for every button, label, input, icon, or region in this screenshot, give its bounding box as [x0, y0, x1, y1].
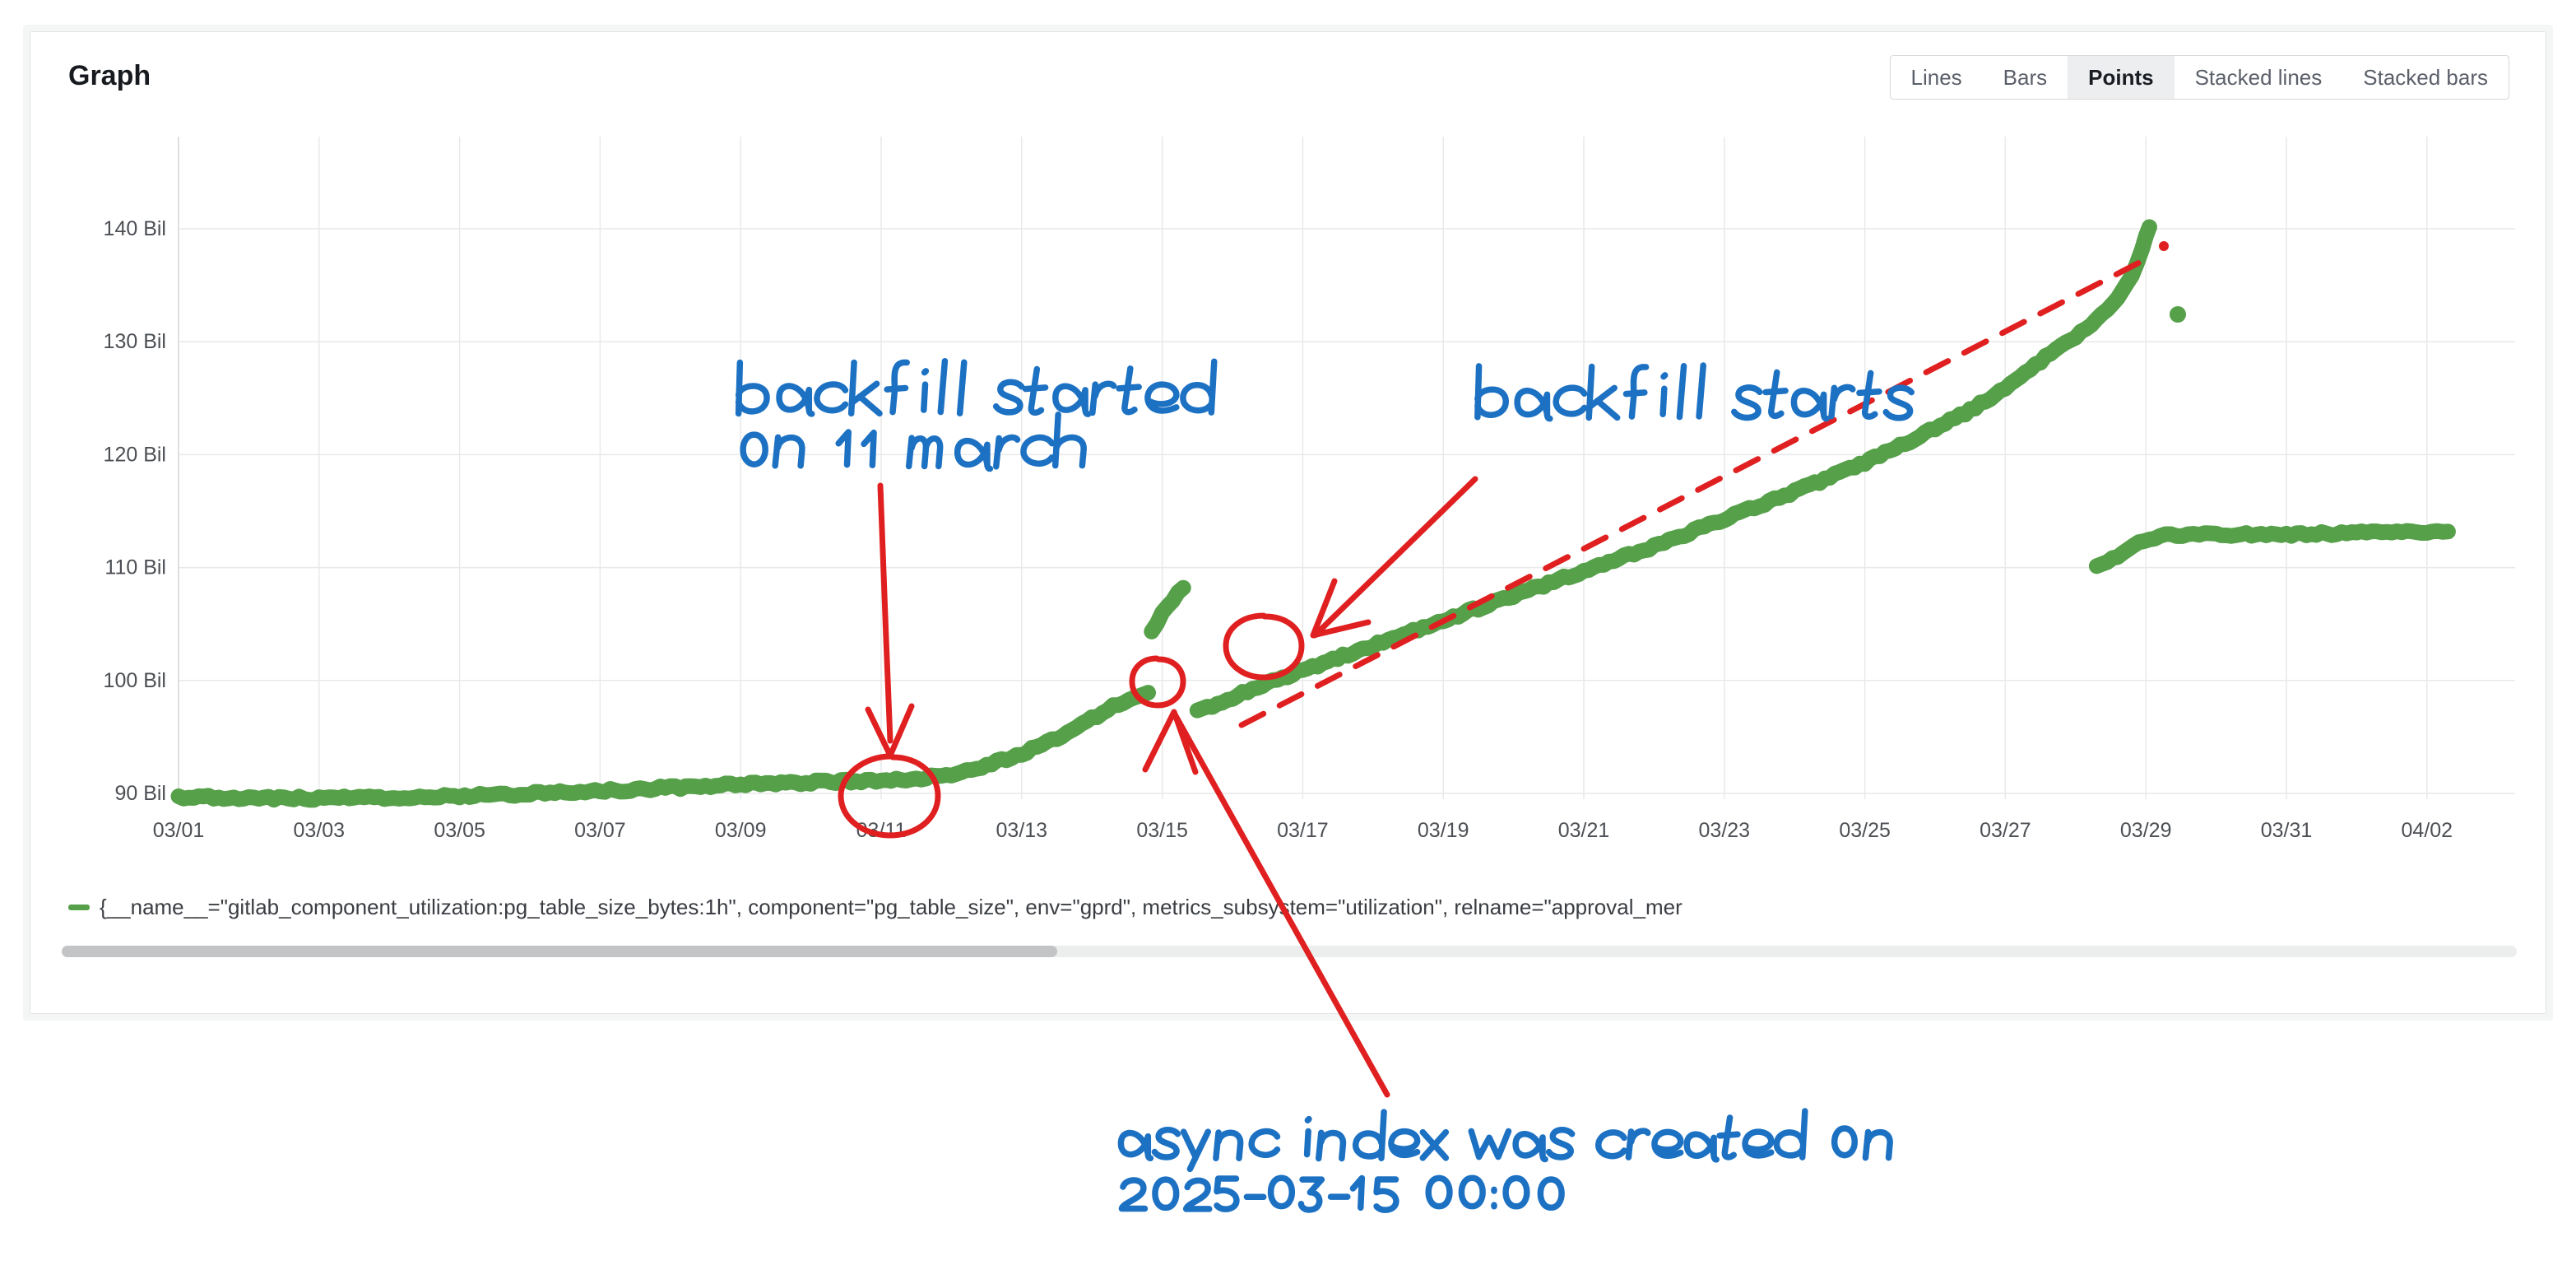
- svg-text:100 Bil: 100 Bil: [104, 669, 166, 692]
- svg-text:04/02: 04/02: [2402, 819, 2453, 842]
- svg-text:03/11: 03/11: [856, 819, 907, 842]
- svg-text:03/27: 03/27: [1980, 819, 2031, 842]
- svg-text:03/05: 03/05: [434, 819, 485, 842]
- svg-text:90 Bil: 90 Bil: [114, 782, 166, 805]
- svg-text:03/03: 03/03: [294, 819, 346, 842]
- svg-text:03/19: 03/19: [1418, 819, 1469, 842]
- svg-text:120 Bil: 120 Bil: [104, 443, 166, 466]
- svg-text:03/23: 03/23: [1699, 819, 1751, 842]
- svg-text:130 Bil: 130 Bil: [104, 330, 166, 353]
- svg-text:03/25: 03/25: [1839, 819, 1891, 842]
- svg-text:03/15: 03/15: [1136, 819, 1188, 842]
- svg-text:03/31: 03/31: [2261, 819, 2313, 842]
- svg-text:140 Bil: 140 Bil: [104, 217, 166, 240]
- svg-text:03/17: 03/17: [1277, 819, 1329, 842]
- svg-text:03/29: 03/29: [2120, 819, 2172, 842]
- svg-text:03/21: 03/21: [1558, 819, 1610, 842]
- svg-text:110 Bil: 110 Bil: [104, 556, 166, 579]
- svg-text:03/09: 03/09: [715, 819, 767, 842]
- svg-text:03/07: 03/07: [574, 819, 626, 842]
- svg-text:03/13: 03/13: [996, 819, 1048, 842]
- svg-text:03/01: 03/01: [153, 819, 205, 842]
